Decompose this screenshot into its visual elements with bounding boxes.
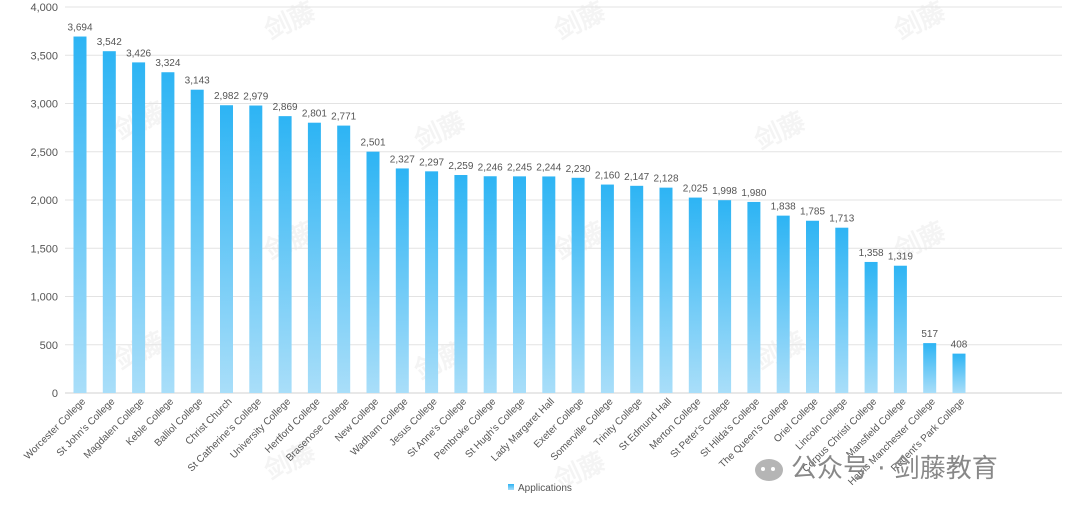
data-label: 1,998 (712, 186, 737, 197)
watermark-text: 剑藤 (750, 106, 811, 156)
data-label: 2,771 (331, 112, 356, 123)
x-tick-label: St Edmund Hall (617, 396, 674, 453)
bar (132, 62, 146, 394)
branding-text: 公众号 · 剑藤教育 (791, 454, 998, 484)
data-label: 2,869 (273, 102, 298, 113)
bar (425, 171, 439, 393)
data-label: 1,713 (829, 214, 854, 225)
bar (600, 184, 614, 393)
bar (307, 122, 321, 394)
y-tick-label: 3,500 (30, 50, 58, 62)
data-label: 1,980 (741, 188, 766, 199)
bar (513, 176, 526, 393)
bar (659, 187, 673, 393)
bar (366, 151, 380, 393)
data-label: 517 (921, 329, 938, 340)
data-label: 1,358 (859, 248, 884, 259)
bar (278, 116, 292, 393)
data-label: 1,838 (771, 202, 796, 213)
data-label: 3,143 (185, 76, 210, 87)
legend-swatch (508, 484, 514, 490)
bar (73, 36, 87, 394)
data-label: 2,801 (302, 109, 327, 120)
bar (718, 200, 732, 393)
bar (102, 51, 116, 394)
bar (249, 105, 263, 394)
y-tick-label: 1,000 (30, 292, 58, 304)
bar (688, 197, 702, 393)
wechat-icon (755, 458, 783, 481)
data-label: 3,694 (67, 23, 92, 34)
data-label: 3,324 (155, 58, 180, 69)
bar (571, 177, 585, 393)
bar (337, 125, 351, 393)
bar (864, 261, 878, 393)
data-label: 2,297 (419, 157, 444, 168)
data-label: 2,246 (478, 162, 503, 173)
y-axis-ticks: 0 500 1,000 1,500 2,000 2,500 3,000 3,500 4,000 (30, 2, 58, 400)
data-label: 2,259 (448, 161, 473, 172)
bar (395, 168, 409, 393)
data-label: 408 (951, 340, 968, 351)
y-tick-label: 500 (40, 340, 58, 352)
bar (542, 176, 556, 393)
legend-label: Applications (518, 483, 572, 494)
x-tick-label: Lincoln College (794, 396, 850, 452)
y-tick-label: 2,000 (30, 195, 58, 207)
bar (835, 227, 849, 393)
legend: Applications (508, 483, 572, 494)
data-label: 3,426 (126, 48, 151, 59)
bar (454, 175, 468, 393)
y-tick-label: 2,500 (30, 147, 58, 159)
data-label: 2,128 (653, 174, 678, 185)
data-label: 1,319 (888, 252, 913, 263)
data-label: 2,979 (243, 92, 268, 103)
data-label: 1,785 (800, 207, 825, 218)
bar (806, 220, 819, 393)
data-label: 2,025 (683, 184, 708, 195)
bar (776, 215, 790, 393)
bar (483, 176, 497, 393)
y-tick-label: 1,500 (30, 243, 58, 255)
data-label: 2,147 (624, 172, 649, 183)
data-label: 3,542 (97, 37, 122, 48)
branding: 公众号 · 剑藤教育 (755, 448, 998, 485)
bar (161, 72, 175, 393)
y-tick-label: 4,000 (30, 2, 58, 14)
gridlines (65, 6, 1062, 394)
bar (190, 89, 204, 393)
data-label: 2,160 (595, 171, 620, 182)
bar (952, 353, 966, 393)
data-label: 2,244 (536, 162, 561, 173)
data-labels: 3,694 3,542 3,426 3,324 3,143 2,982 2,979 2,869… (67, 23, 967, 351)
bar (893, 265, 907, 393)
data-label: 2,982 (214, 91, 239, 102)
data-label: 2,327 (390, 154, 415, 165)
watermark-text: 剑藤 (410, 106, 471, 156)
x-tick-label: Merton College (648, 396, 704, 452)
bar (220, 105, 233, 393)
bar (747, 201, 761, 393)
bars (73, 36, 966, 394)
bar (630, 185, 644, 393)
y-tick-label: 0 (52, 388, 58, 400)
data-label: 2,230 (566, 164, 591, 175)
data-label: 2,245 (507, 162, 532, 173)
y-tick-label: 3,000 (30, 99, 58, 111)
bar (923, 343, 937, 393)
data-label: 2,501 (360, 138, 385, 149)
